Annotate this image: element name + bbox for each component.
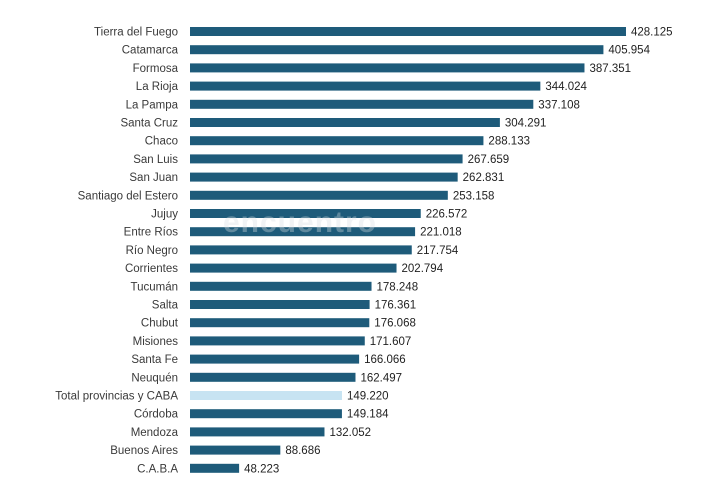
category-label: Neuquén bbox=[131, 372, 178, 384]
category-label: San Juan bbox=[129, 172, 178, 184]
bar bbox=[190, 409, 342, 419]
value-label: 171.607 bbox=[370, 336, 412, 348]
value-label: 337.108 bbox=[538, 99, 580, 111]
category-label: Corrientes bbox=[125, 263, 178, 275]
bars-layer: Tierra del Fuego 428.125 Catamarca 405.954 F… bbox=[55, 27, 672, 476]
value-label: 217.754 bbox=[417, 245, 459, 257]
category-label: C.A.B.A bbox=[137, 463, 178, 475]
bar bbox=[190, 136, 484, 146]
category-label: Jujuy bbox=[151, 209, 178, 221]
bar bbox=[190, 318, 370, 328]
bar bbox=[190, 154, 463, 164]
value-label: 387.351 bbox=[589, 63, 631, 75]
value-label: 267.659 bbox=[468, 154, 510, 166]
category-label: Córdoba bbox=[134, 409, 179, 421]
category-label: Santiago del Estero bbox=[78, 190, 178, 202]
value-label: 132.052 bbox=[329, 427, 371, 439]
bar bbox=[190, 245, 412, 255]
category-label: Río Negro bbox=[126, 245, 178, 257]
bar bbox=[190, 263, 397, 273]
value-label: 405.954 bbox=[608, 45, 650, 57]
watermark-logo: encuentro bbox=[223, 206, 377, 239]
bar bbox=[190, 172, 458, 182]
bar bbox=[190, 27, 626, 36]
value-label: 48.223 bbox=[244, 463, 279, 475]
bar bbox=[190, 118, 500, 127]
bar bbox=[190, 463, 240, 473]
bar bbox=[190, 209, 421, 218]
category-label: San Luis bbox=[133, 154, 178, 166]
category-label: Salta bbox=[152, 300, 179, 312]
bar bbox=[190, 99, 534, 109]
category-label: Chubut bbox=[141, 318, 179, 330]
value-label: 166.066 bbox=[364, 354, 406, 366]
bar-highlight bbox=[190, 391, 342, 400]
category-label: Santa Cruz bbox=[120, 118, 178, 130]
category-label: Entre Ríos bbox=[124, 227, 179, 239]
value-label: 288.133 bbox=[488, 136, 530, 148]
category-label: Misiones bbox=[133, 336, 179, 348]
value-label: 178.248 bbox=[377, 281, 419, 293]
bar bbox=[190, 45, 604, 55]
category-label: Formosa bbox=[133, 63, 179, 75]
category-label: La Pampa bbox=[126, 99, 179, 111]
value-label: 226.572 bbox=[426, 209, 468, 221]
category-label: Santa Fe bbox=[131, 354, 178, 366]
category-label: Catamarca bbox=[122, 45, 179, 57]
bar bbox=[190, 300, 370, 309]
value-label: 344.024 bbox=[545, 81, 587, 93]
value-label: 202.794 bbox=[402, 263, 444, 275]
value-label: 149.220 bbox=[347, 391, 389, 403]
value-label: 304.291 bbox=[505, 118, 547, 130]
bar bbox=[190, 227, 416, 237]
bar bbox=[190, 190, 448, 200]
value-label: 149.184 bbox=[347, 409, 389, 421]
category-label: Buenos Aires bbox=[110, 445, 178, 457]
bar bbox=[190, 336, 365, 346]
bar bbox=[190, 427, 325, 437]
bar bbox=[190, 281, 372, 291]
value-label: 88.686 bbox=[285, 445, 320, 457]
bar bbox=[190, 81, 541, 91]
value-label: 162.497 bbox=[360, 372, 402, 384]
bar bbox=[190, 354, 360, 364]
category-label: Mendoza bbox=[131, 427, 179, 439]
value-label: 176.068 bbox=[374, 318, 416, 330]
category-label: Chaco bbox=[145, 136, 178, 148]
category-label: La Rioja bbox=[136, 81, 179, 93]
value-label: 253.158 bbox=[453, 190, 495, 202]
value-label: 221.018 bbox=[420, 227, 462, 239]
category-label: Tucumán bbox=[130, 281, 178, 293]
value-label: 262.831 bbox=[463, 172, 505, 184]
category-label: Tierra del Fuego bbox=[94, 27, 178, 39]
bar bbox=[190, 63, 585, 73]
category-label: Total provincias y CABA bbox=[55, 391, 178, 403]
value-label: 176.361 bbox=[375, 300, 417, 312]
value-label: 428.125 bbox=[631, 27, 673, 39]
bar bbox=[190, 445, 281, 455]
bar bbox=[190, 372, 356, 382]
